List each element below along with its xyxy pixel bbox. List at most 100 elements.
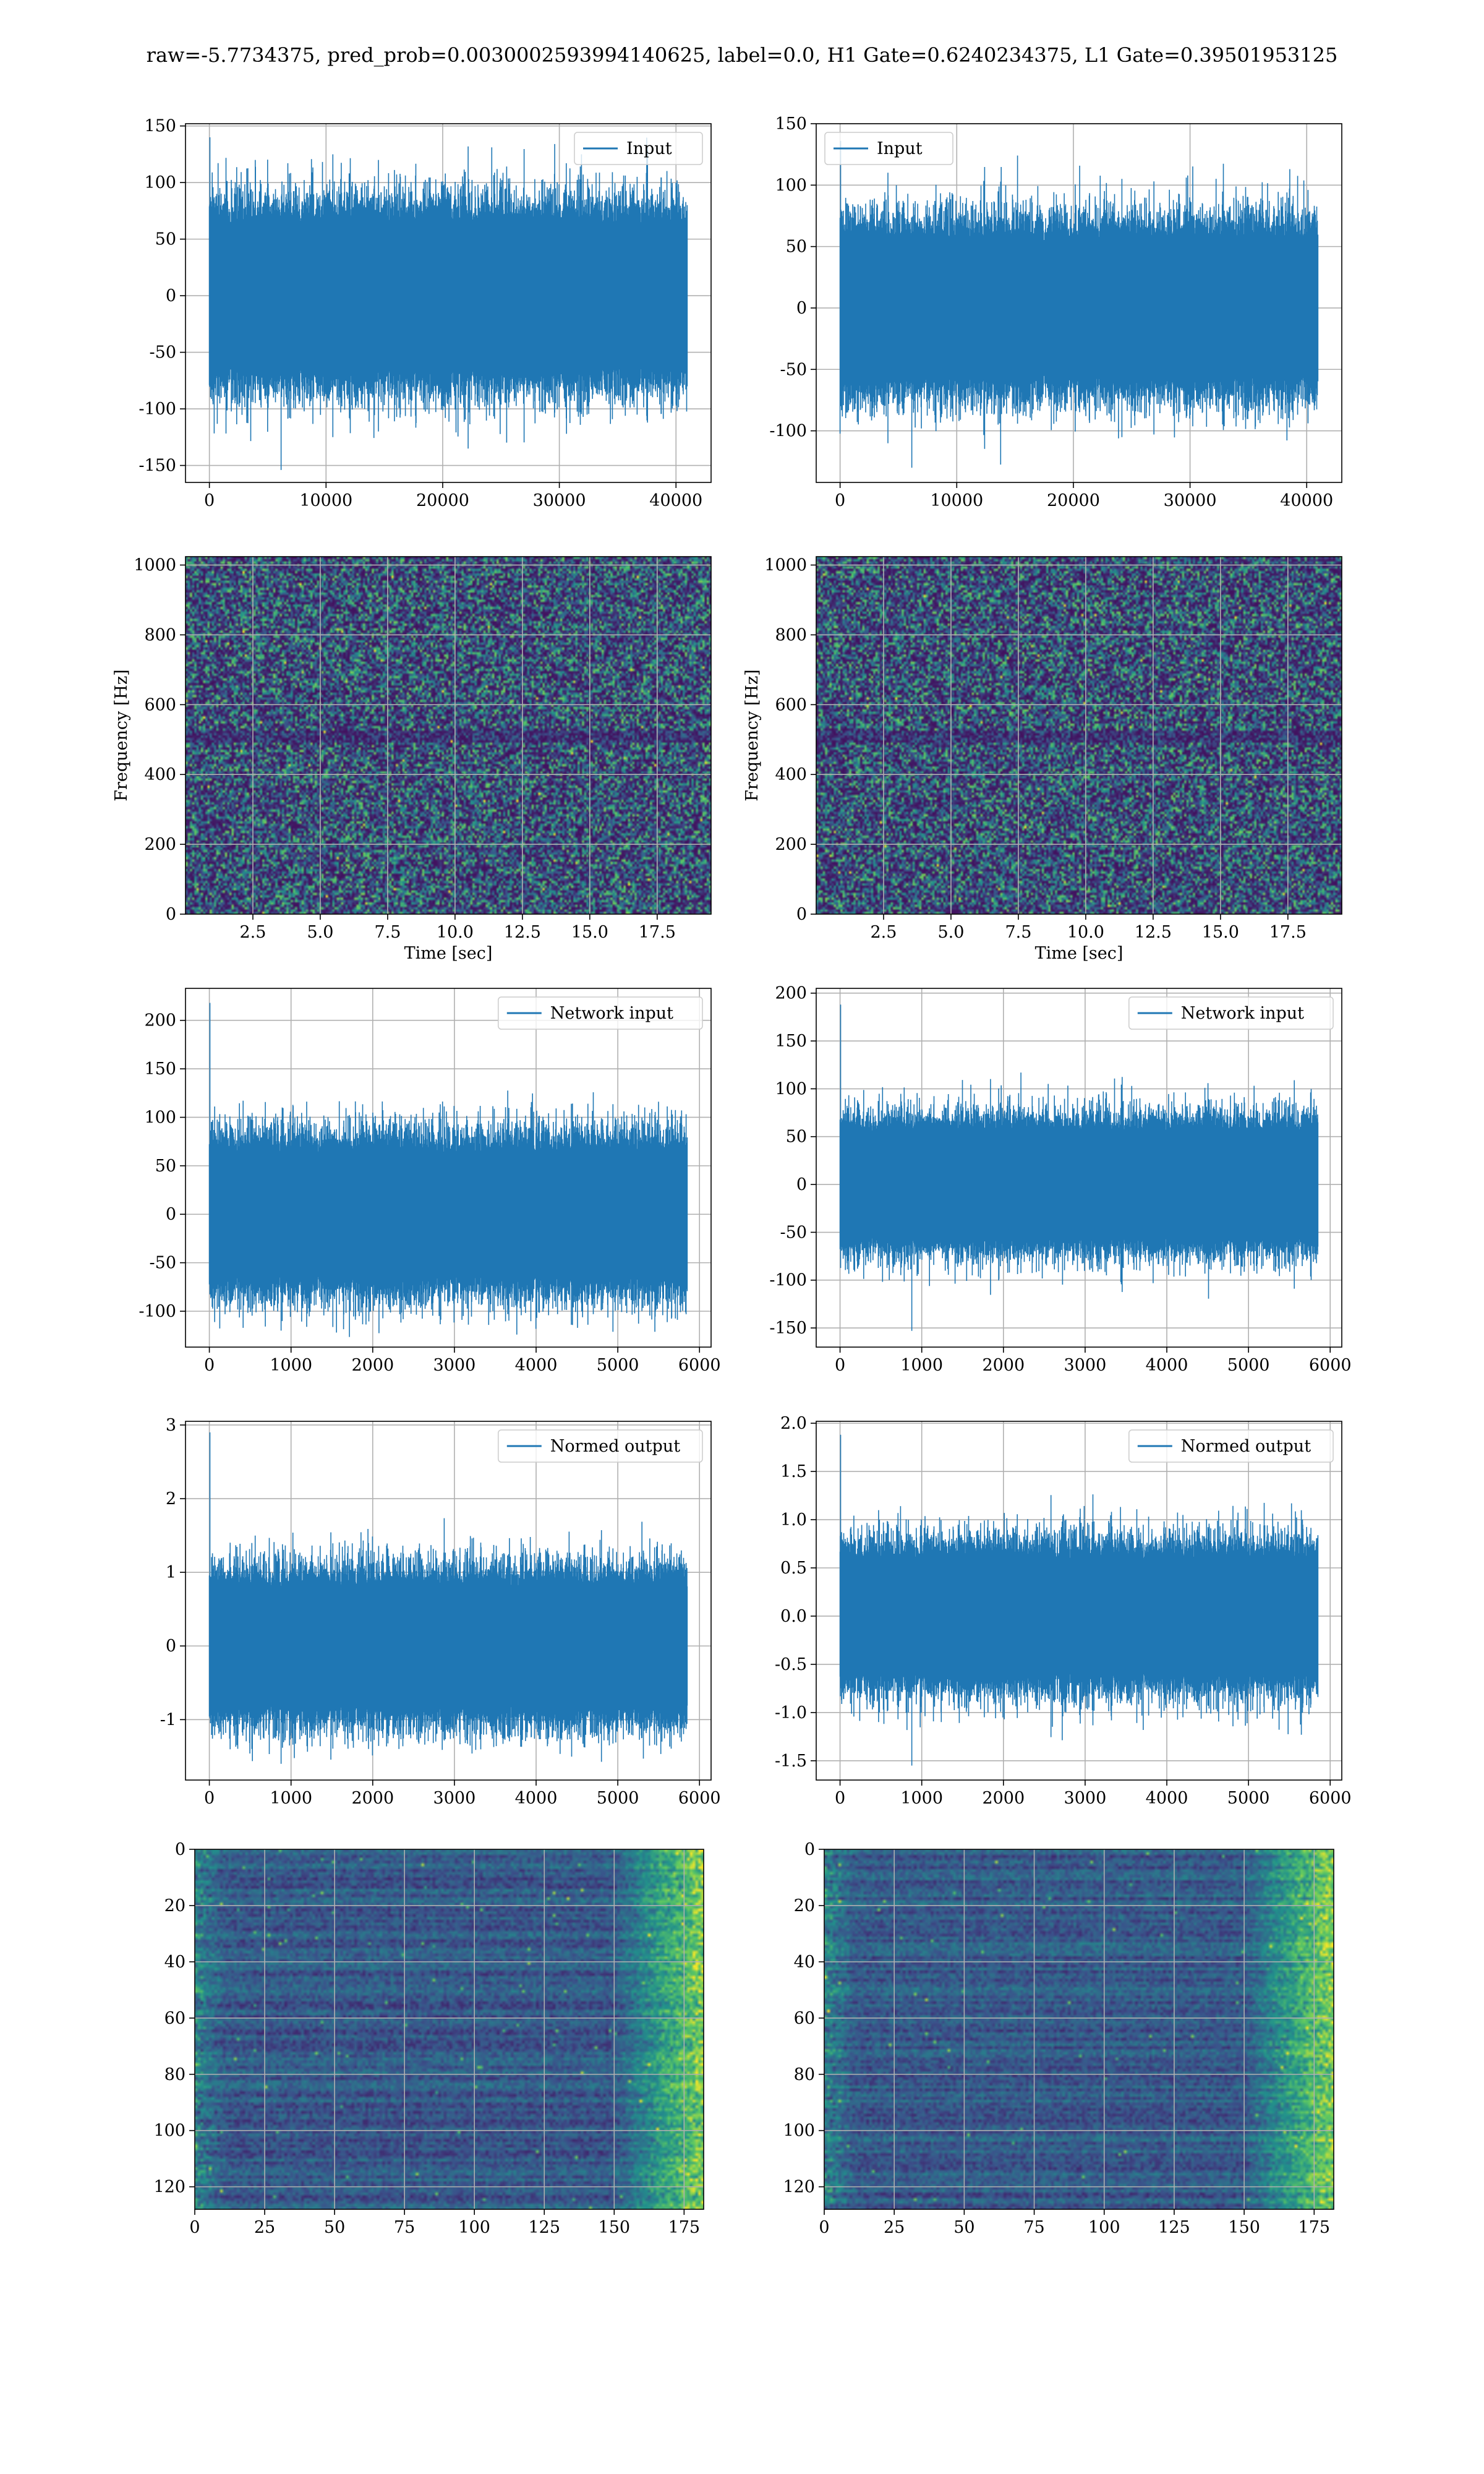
- spec-l1-xlabel: Time [sec]: [1035, 944, 1124, 963]
- feat-h1-ytick-label: 120: [153, 2178, 186, 2197]
- spec-l1-axes: 2.5 5.0 7.5 10.0 12.5 15.0 17.5 0 200 400 600 800 10…: [743, 556, 1342, 963]
- input-l1-xtick-label: 30000: [1164, 491, 1217, 510]
- norm-h1-ytick-label: 3: [166, 1416, 176, 1435]
- input-l1-legend: Input: [824, 132, 953, 165]
- norm-h1-ytick-label: 1: [166, 1563, 176, 1582]
- input-h1-axes: Input 0 10000 20000 30000 40000 -150 -100 -50 0 50…: [139, 117, 712, 510]
- spec-h1-xtick-label: 2.5: [239, 923, 266, 942]
- spec-l1-ytick-label: 800: [775, 625, 807, 644]
- net-l1-ytick-label: -150: [769, 1319, 807, 1338]
- spec-h1-ytick-label: 1000: [134, 556, 176, 575]
- input-h1-frame: [185, 123, 712, 483]
- input-h1-xtick-label: 30000: [533, 491, 586, 510]
- spec-h1-axes: 2.5 5.0 7.5 10.0 12.5 15.0 17.5 0 200 400 600 800 10…: [112, 556, 712, 963]
- norm-h1-frame: [185, 1421, 712, 1781]
- net-h1-series: [208, 1003, 688, 1337]
- net-h1-ytick-label: 200: [144, 1011, 176, 1030]
- spec-l1-frame: [816, 556, 1342, 915]
- feat-h1-xtick-label: 50: [324, 2218, 345, 2237]
- norm-h1-ytick-label: 2: [166, 1489, 176, 1509]
- feat-l1-ytick-label: 80: [794, 2065, 815, 2084]
- norm-l1-ytick-label: 0.0: [780, 1607, 807, 1626]
- spec-l1-ytick-label: 200: [775, 835, 807, 854]
- input-h1-xtick-label: 40000: [649, 491, 702, 510]
- spec-h1-frame: [185, 556, 712, 915]
- net-l1-xtick-label: 1000: [900, 1356, 943, 1375]
- input-h1-ytick-label: -100: [139, 400, 176, 419]
- feat-l1-ytick-label: 0: [804, 1840, 815, 1859]
- input-l1-xtick-label: 10000: [930, 491, 983, 510]
- feat-h1-xtick-label: 125: [528, 2218, 560, 2237]
- norm-h1-xtick-label: 4000: [515, 1789, 558, 1808]
- spec-l1-xtick-label: 2.5: [870, 923, 897, 942]
- norm-h1-xtick-label: 3000: [433, 1789, 476, 1808]
- feat-l1-xtick-label: 175: [1298, 2218, 1331, 2237]
- net-h1-ytick-label: 0: [166, 1205, 176, 1224]
- spec-h1-xtick-label: 7.5: [374, 923, 401, 942]
- net-h1-ytick-label: -50: [150, 1254, 176, 1273]
- input-l1-ytick-label: 50: [786, 238, 807, 257]
- input-l1-xtick-label: 0: [835, 491, 845, 510]
- input-l1-xtick-label: 20000: [1047, 491, 1100, 510]
- spec-h1-xtick-label: 10.0: [437, 923, 474, 942]
- norm-l1-series: [839, 1434, 1319, 1766]
- net-h1-xtick-label: 6000: [678, 1356, 721, 1375]
- spec-l1-xtick-label: 17.5: [1269, 923, 1307, 942]
- net-l1-ytick-label: 150: [775, 1032, 807, 1051]
- feat-l1-image: [824, 1849, 1334, 2209]
- input-l1-ytick-label: -100: [769, 422, 807, 441]
- input-h1-ytick-label: -150: [139, 456, 176, 476]
- net-h1-ytick-label: 100: [144, 1108, 176, 1127]
- spec-l1-grid: [816, 557, 1342, 914]
- feat-h1-grid: [195, 1849, 704, 2209]
- feat-h1-xtick-label: 175: [668, 2218, 701, 2237]
- net-h1-xtick-label: 4000: [515, 1356, 558, 1375]
- spec-h1-xtick-label: 17.5: [639, 923, 676, 942]
- input-h1-xtick-label: 10000: [299, 491, 352, 510]
- input-l1-xtick-label: 40000: [1280, 491, 1333, 510]
- norm-h1-xtick-label: 5000: [597, 1789, 639, 1808]
- input-l1-ytick-label: 150: [775, 114, 807, 134]
- input-h1-xtick-label: 20000: [416, 491, 469, 510]
- feat-h1-ytick-label: 20: [164, 1896, 186, 1915]
- feat-h1-xtick-label: 0: [189, 2218, 200, 2237]
- feat-h1-xtick-label: 75: [394, 2218, 415, 2237]
- norm-l1-xtick-label: 0: [835, 1789, 845, 1808]
- net-l1-xtick-label: 2000: [982, 1356, 1025, 1375]
- feat-l1-ytick-label: 120: [783, 2178, 815, 2197]
- norm-l1-legend-label: Normed output: [1181, 1437, 1311, 1456]
- net-h1-xtick-label: 2000: [351, 1356, 394, 1375]
- norm-l1-xtick-label: 1000: [900, 1789, 943, 1808]
- net-l1-series: [839, 1004, 1319, 1331]
- net-l1-ytick-label: 50: [786, 1128, 807, 1147]
- feat-h1-xtick-label: 150: [599, 2218, 631, 2237]
- net-l1-ytick-label: -100: [769, 1271, 807, 1290]
- spec-h1-ytick-label: 400: [144, 765, 176, 784]
- norm-l1-ytick-label: 1.0: [780, 1510, 807, 1530]
- input-h1-series: [208, 137, 688, 470]
- net-l1-frame: [816, 988, 1342, 1348]
- input-h1-ytick-label: 0: [166, 286, 176, 306]
- norm-l1-xtick-label: 2000: [982, 1789, 1025, 1808]
- feat-l1-xtick-label: 0: [819, 2218, 829, 2237]
- norm-l1-ytick-label: 1.5: [780, 1462, 807, 1481]
- spec-h1-ylabel: Frequency [Hz]: [112, 669, 131, 801]
- norm-l1-frame: [816, 1421, 1342, 1781]
- feat-l1-xtick-label: 125: [1158, 2218, 1190, 2237]
- norm-h1-xtick-label: 1000: [270, 1789, 312, 1808]
- spec-h1-xtick-label: 15.0: [571, 923, 608, 942]
- feat-h1-xtick-label: 100: [458, 2218, 490, 2237]
- feat-l1-ytick-label: 100: [783, 2121, 815, 2141]
- norm-l1-axes: Normed output 0 1000 2000 3000 4000 5000 6000 -1…: [775, 1414, 1352, 1808]
- spec-h1-xlabel: Time [sec]: [404, 944, 493, 963]
- net-l1-ytick-label: 200: [775, 984, 807, 1003]
- spec-h1-ytick-label: 200: [144, 835, 176, 854]
- feat-l1-xtick-label: 25: [884, 2218, 905, 2237]
- feat-l1-axes: 0 25 50 75 100 125 150 175 0 20 40 60 80 100 120: [783, 1840, 1334, 2237]
- net-h1-legend-label: Network input: [550, 1004, 673, 1023]
- norm-l1-ytick-label: 0.5: [780, 1559, 807, 1578]
- norm-h1-legend: Normed output: [498, 1429, 703, 1463]
- norm-h1-axes: Normed output 0 1000 2000 3000 4000 5000 6000 -1…: [160, 1416, 721, 1808]
